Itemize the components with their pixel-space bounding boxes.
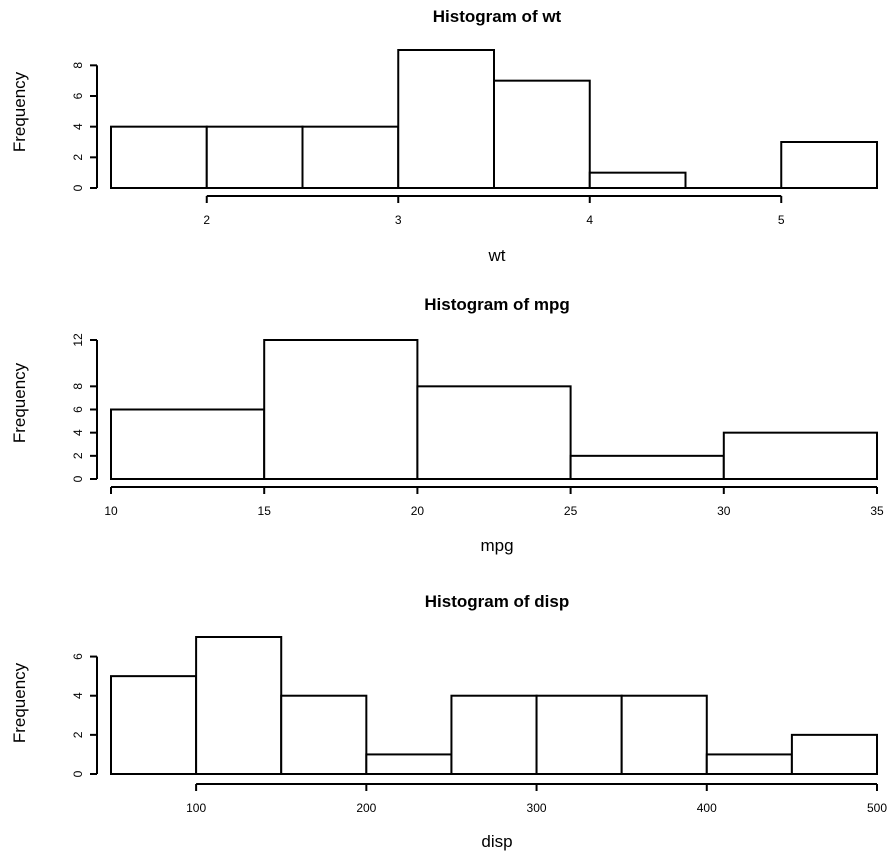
y-axis-label: Frequency xyxy=(10,662,29,743)
histogram-bar xyxy=(110,675,198,776)
histogram-panel-wt: Histogram of wt Frequency wt 2 3 4 5 0 2 4 6 8 xyxy=(10,7,878,265)
histogram-bar xyxy=(588,171,687,190)
y-tick-label: 0 xyxy=(71,184,85,191)
x-axis-label: disp xyxy=(481,832,512,851)
bars xyxy=(110,339,878,481)
histogram-bar xyxy=(110,125,208,189)
bars xyxy=(110,636,879,776)
chart-title: Histogram of wt xyxy=(433,7,562,26)
y-axis-label: Frequency xyxy=(10,71,29,152)
y-tick-label: 2 xyxy=(71,452,85,459)
chart-title: Histogram of disp xyxy=(425,592,570,611)
histogram-bar xyxy=(280,694,368,776)
y-axis: 0 2 4 6 8 xyxy=(71,62,98,191)
histogram-bar xyxy=(780,141,878,189)
histogram-bar xyxy=(416,385,572,481)
x-tick-label: 3 xyxy=(395,213,402,227)
histogram-bar xyxy=(195,636,283,775)
y-tick-label: 0 xyxy=(71,475,85,482)
x-tick-label: 100 xyxy=(186,801,206,815)
x-axis-label: wt xyxy=(488,246,506,265)
x-tick-label: 35 xyxy=(870,504,884,518)
histogram-bar xyxy=(790,733,879,775)
histogram-bar xyxy=(569,454,725,481)
y-tick-label: 6 xyxy=(71,92,85,99)
y-tick-label: 4 xyxy=(71,123,85,130)
x-tick-label: 300 xyxy=(527,801,547,815)
y-tick-label: 4 xyxy=(71,429,85,436)
x-tick-label: 15 xyxy=(258,504,272,518)
y-tick-label: 8 xyxy=(71,383,85,390)
x-tick-label: 4 xyxy=(586,213,593,227)
histogram-bar xyxy=(263,339,419,480)
histogram-bar xyxy=(620,694,708,776)
x-tick-label: 2 xyxy=(203,213,210,227)
x-tick-label: 200 xyxy=(356,801,376,815)
y-tick-label: 6 xyxy=(71,653,85,660)
y-tick-label: 6 xyxy=(71,406,85,413)
x-tick-label: 500 xyxy=(867,801,887,815)
x-tick-label: 20 xyxy=(411,504,425,518)
x-axis: 10 15 20 25 30 35 xyxy=(104,486,884,518)
histogram-bar xyxy=(205,125,304,189)
histogram-bar xyxy=(110,408,266,480)
y-axis-label: Frequency xyxy=(10,362,29,443)
histogram-bar xyxy=(450,694,538,776)
histogram-bar xyxy=(397,49,495,189)
histogram-bar xyxy=(493,79,591,189)
histogram-bar xyxy=(301,125,400,189)
x-tick-label: 400 xyxy=(697,801,717,815)
y-tick-label: 12 xyxy=(71,333,85,347)
y-axis: 0 2 4 6 xyxy=(71,653,98,777)
y-tick-label: 8 xyxy=(71,62,85,69)
x-axis-label: mpg xyxy=(480,536,513,555)
bars xyxy=(110,49,878,190)
y-axis: 0 2 4 6 8 12 xyxy=(71,333,98,482)
x-axis: 2 3 4 5 xyxy=(203,195,785,227)
x-tick-label: 5 xyxy=(778,213,785,227)
x-tick-label: 25 xyxy=(564,504,578,518)
histogram-panel-mpg: Histogram of mpg Frequency mpg 10 15 20 25 3… xyxy=(10,295,884,555)
x-tick-label: 10 xyxy=(104,504,118,518)
histogram-bar xyxy=(705,753,793,776)
x-axis: 100 200 300 400 500 xyxy=(186,783,887,815)
histogram-bar xyxy=(722,431,878,480)
histogram-bar xyxy=(365,753,453,776)
chart-title: Histogram of mpg xyxy=(424,295,569,314)
y-tick-label: 2 xyxy=(71,731,85,738)
y-tick-label: 4 xyxy=(71,692,85,699)
histogram-panel-disp: Histogram of disp Frequency disp 100 200 3… xyxy=(10,592,887,851)
y-tick-label: 2 xyxy=(71,154,85,161)
histogram-bar xyxy=(535,694,623,776)
x-tick-label: 30 xyxy=(717,504,731,518)
y-tick-label: 0 xyxy=(71,770,85,777)
